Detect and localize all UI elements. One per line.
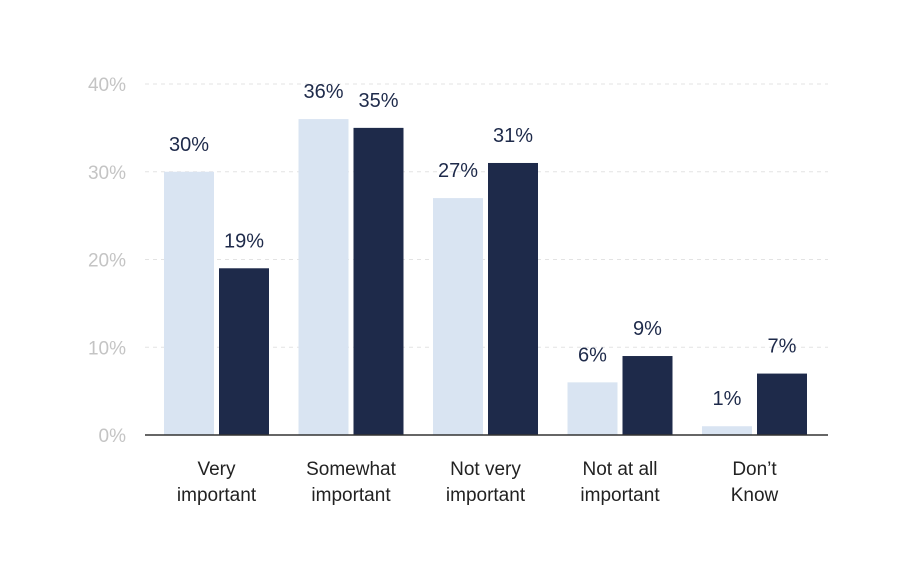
bar-light: [702, 426, 752, 435]
bar-value-label: 35%: [358, 90, 398, 112]
bar-value-label: 30%: [169, 134, 209, 156]
category-label-line: important: [311, 485, 391, 506]
bar-value-label: 1%: [713, 388, 742, 410]
bar-dark: [219, 268, 269, 435]
value-labels: 30% 19% 36% 35% 27% 31% 6% 9% 1% 7%: [169, 81, 797, 410]
category-label: Don’t Know: [731, 459, 779, 506]
category-label-line: Very: [197, 459, 236, 480]
category-label-line: Not at all: [583, 459, 658, 480]
x-axis-category-labels: Very important Somewhat important Not very im…: [177, 459, 779, 506]
bar-value-label: 9%: [633, 318, 662, 340]
bar-light: [433, 198, 483, 435]
category-label-line: important: [446, 485, 526, 506]
y-tick-label: 40%: [88, 75, 126, 96]
category-label: Not very important: [446, 459, 526, 506]
y-tick-label: 20%: [88, 251, 126, 272]
category-label: Very important: [177, 459, 257, 506]
bar-value-label: 27%: [438, 160, 478, 182]
bar-value-label: 36%: [303, 81, 343, 103]
category-label-line: Not very: [450, 459, 521, 480]
category-label: Somewhat important: [306, 459, 396, 506]
bar-value-label: 6%: [578, 344, 607, 366]
category-label-line: important: [580, 485, 660, 506]
y-tick-label: 0%: [99, 426, 127, 447]
y-tick-label: 30%: [88, 163, 126, 184]
bar-dark: [622, 356, 673, 435]
bar-dark: [488, 162, 538, 435]
category-label-line: important: [177, 485, 257, 506]
category-label-line: Know: [731, 485, 779, 506]
bars: [164, 119, 807, 435]
bar-light: [164, 171, 214, 435]
y-axis-tick-labels: 0% 10% 20% 30% 40%: [88, 75, 126, 447]
bar-light: [298, 119, 349, 435]
bar-value-label: 19%: [224, 230, 264, 252]
bar-dark: [757, 373, 807, 435]
category-label: Not at all important: [580, 459, 660, 506]
category-label-line: Don’t: [732, 459, 777, 480]
y-tick-label: 10%: [88, 338, 126, 359]
bar-dark: [353, 127, 404, 435]
bar-value-label: 7%: [768, 336, 797, 358]
category-label-line: Somewhat: [306, 459, 396, 480]
bar-light: [567, 382, 618, 435]
bar-value-label: 31%: [493, 125, 533, 147]
